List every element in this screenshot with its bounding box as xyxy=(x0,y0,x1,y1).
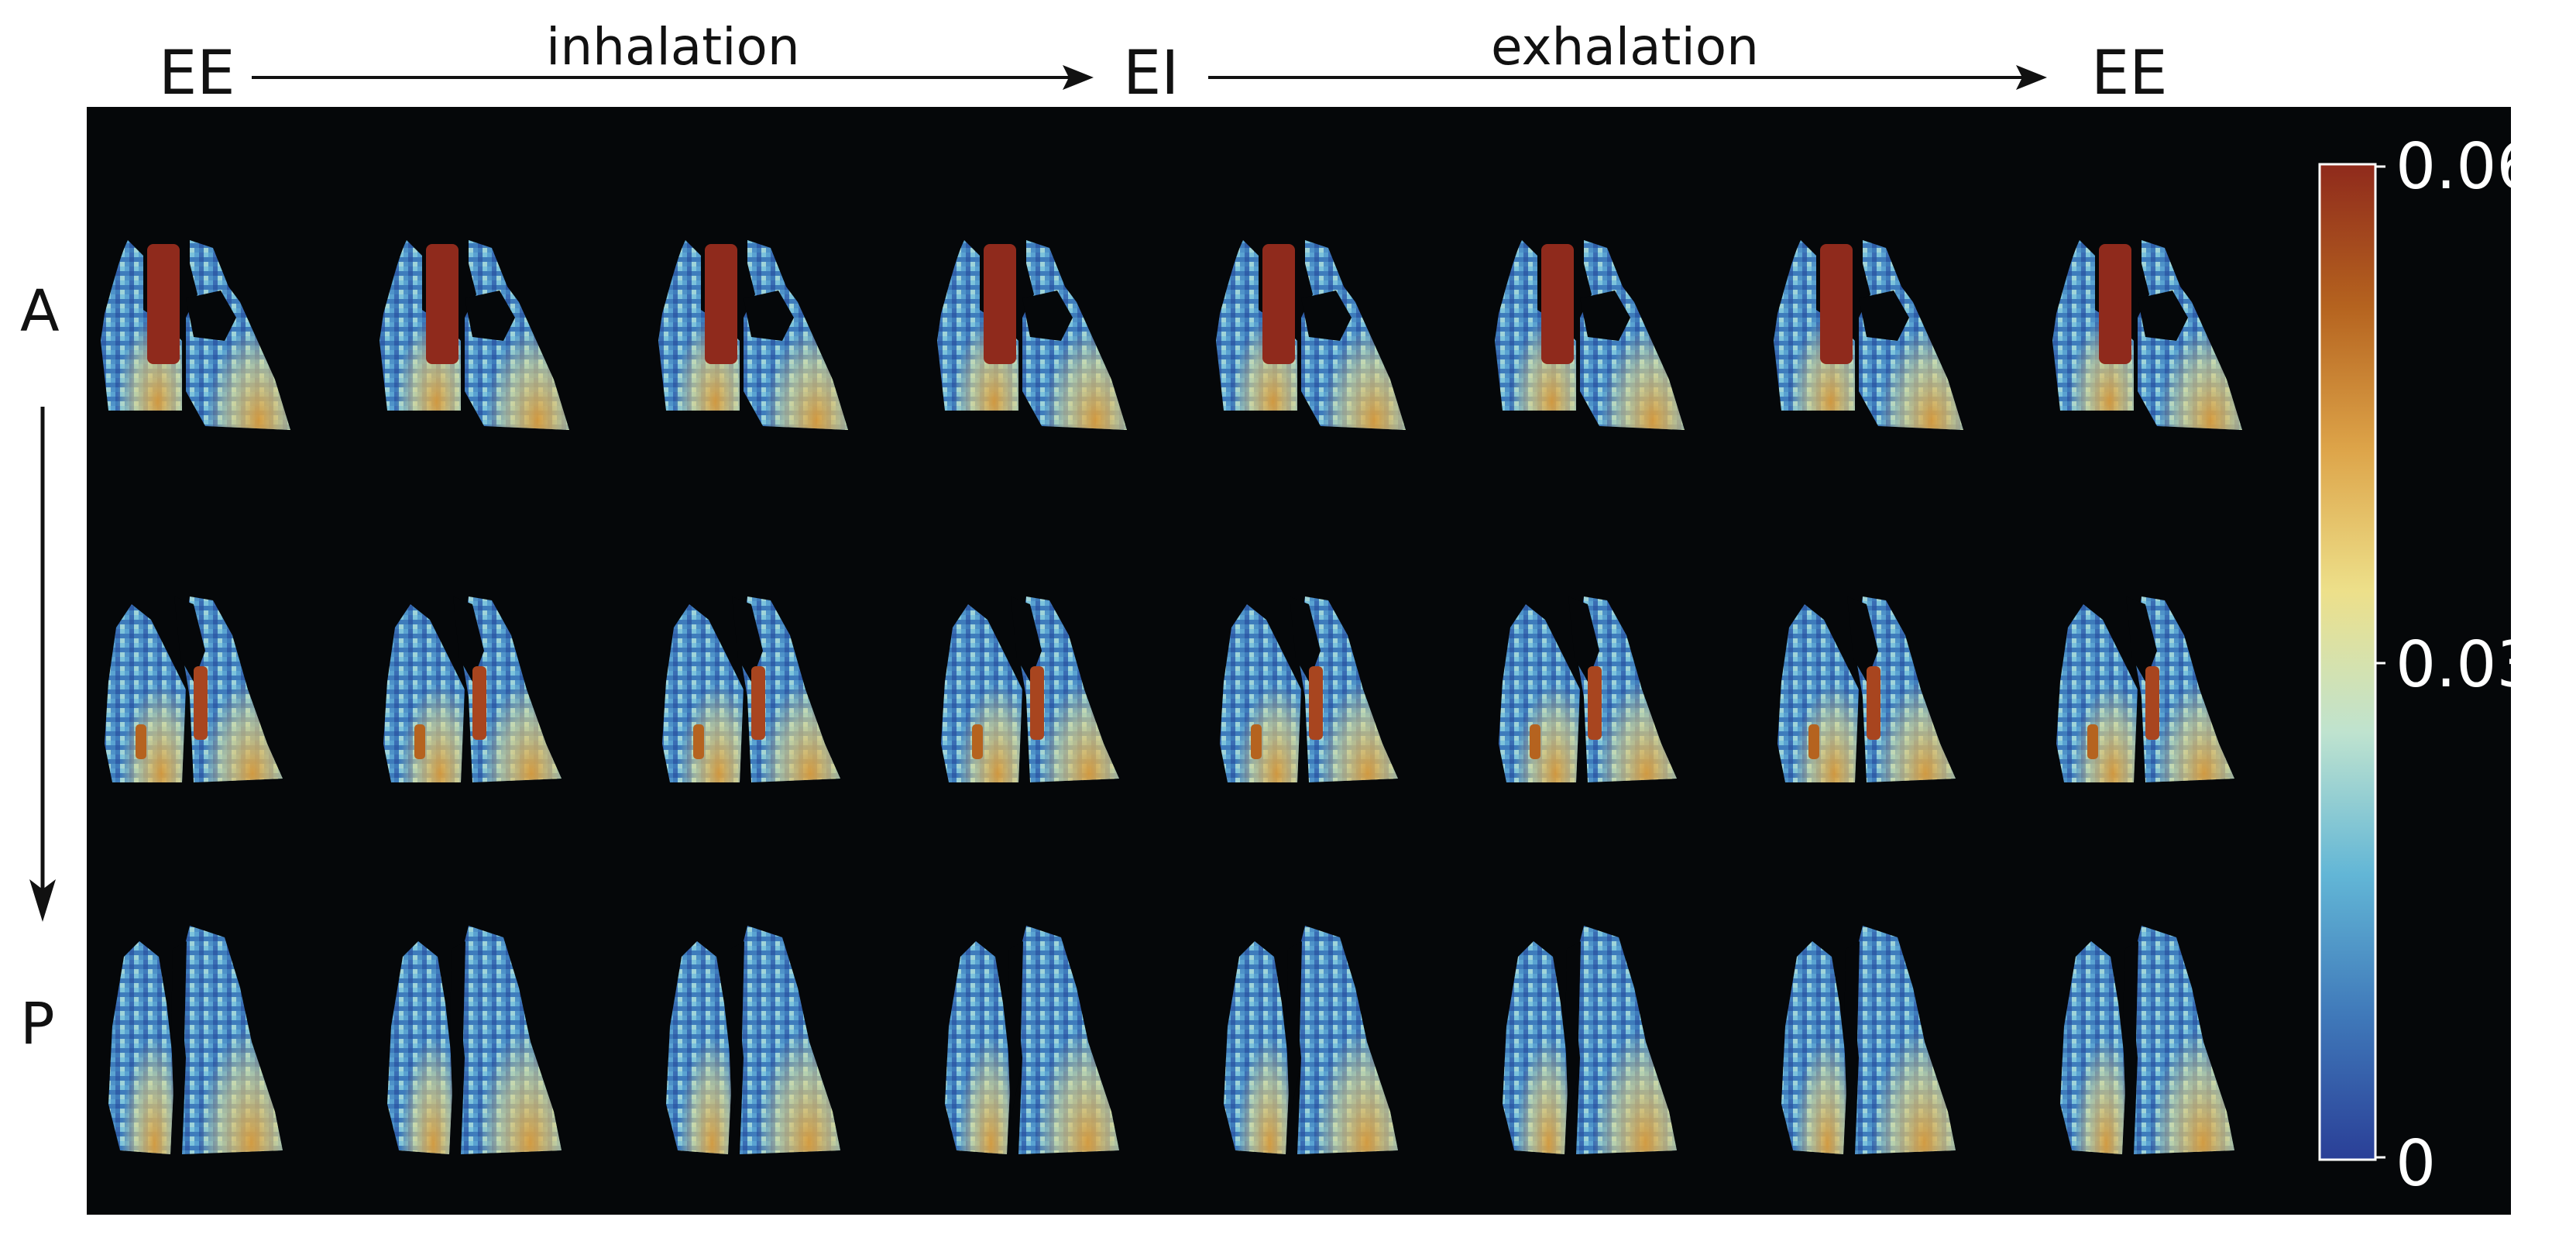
lung-slice-r3-c4 xyxy=(945,926,1119,1154)
lung-slices-grid xyxy=(101,240,2242,1154)
lung-slice-r2-c4 xyxy=(941,596,1119,782)
lung-slice-r3-c1 xyxy=(108,926,283,1154)
exhalation-label: exhalation xyxy=(1491,17,1759,77)
lung-slice-r2-c5 xyxy=(1220,596,1398,782)
lung-slice-r3-c7 xyxy=(1781,926,1956,1154)
posterior-label: P xyxy=(20,991,55,1057)
lung-slice-r2-c1 xyxy=(105,596,283,782)
lung-slice-r3-c3 xyxy=(666,926,840,1154)
lung-slice-r2-c2 xyxy=(383,596,562,782)
colorbar-tick-min: 0 xyxy=(2396,1127,2437,1201)
lung-slice-r1-c8 xyxy=(2052,240,2242,430)
lung-slice-r1-c4 xyxy=(937,240,1127,430)
lung-slice-r1-c7 xyxy=(1774,240,1963,430)
phase-label-ee-end: EE xyxy=(2091,39,2168,108)
lung-slice-r2-c8 xyxy=(2056,596,2234,782)
lung-slice-r1-c5 xyxy=(1216,240,1406,430)
lung-slice-r1-c3 xyxy=(658,240,848,430)
colorbar-tick-mid: 0.03 xyxy=(2396,628,2537,702)
lung-slice-r3-c6 xyxy=(1503,926,1677,1154)
lung-slice-r3-c5 xyxy=(1224,926,1398,1154)
lung-slice-r2-c7 xyxy=(1777,596,1956,782)
exhalation-arrow xyxy=(1208,65,2047,90)
lung-slice-r1-c1 xyxy=(101,240,290,430)
inhalation-arrow xyxy=(252,65,1094,90)
lung-slice-r3-c8 xyxy=(2060,926,2234,1154)
anterior-posterior-arrow xyxy=(29,407,56,922)
lung-slice-r1-c2 xyxy=(380,240,569,430)
anterior-label: A xyxy=(20,278,60,345)
lung-slice-r3-c2 xyxy=(387,926,562,1154)
colorbar xyxy=(2318,163,2377,1161)
colorbar-tick-max: 0.06 xyxy=(2396,130,2537,204)
phase-label-ee-start: EE xyxy=(159,39,235,108)
lung-slice-r2-c6 xyxy=(1499,596,1677,782)
lung-slice-r2-c3 xyxy=(662,596,840,782)
phase-label-ei: EI xyxy=(1123,39,1180,108)
inhalation-label: inhalation xyxy=(546,17,800,77)
lung-slice-r1-c6 xyxy=(1495,240,1685,430)
